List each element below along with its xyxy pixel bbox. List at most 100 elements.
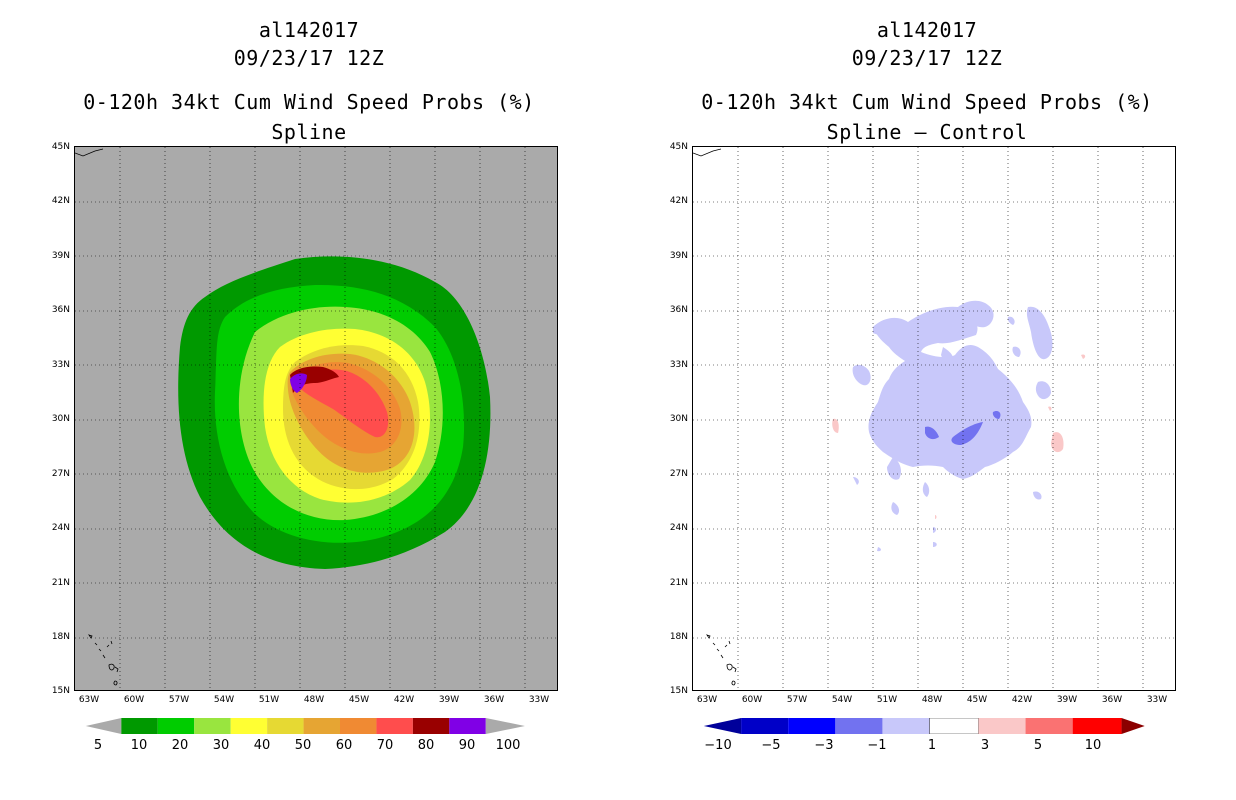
colorbar-swatch xyxy=(157,718,195,734)
probability-colorbar xyxy=(85,718,525,734)
method-title: Spline – Control xyxy=(826,120,1028,144)
colorbar-label: 30 xyxy=(212,738,230,753)
lat-label: 21N xyxy=(669,578,688,588)
coastline xyxy=(75,148,119,686)
lat-label: 15N xyxy=(51,686,70,696)
lat-label: 27N xyxy=(51,469,70,479)
colorbar-label: 10 xyxy=(1084,738,1102,753)
contour-neg-small xyxy=(852,300,1053,552)
colorbar-label: 100 xyxy=(495,738,521,753)
lon-label: 42W xyxy=(393,695,415,705)
colorbar-swatch xyxy=(882,718,930,734)
lat-label: 36N xyxy=(51,305,70,315)
colorbar-swatch xyxy=(121,718,158,734)
right-panel: al142017 09/23/17 12Z 0-120h 34kt Cum Wi… xyxy=(618,0,1236,800)
lon-label: 63W xyxy=(78,695,100,705)
lon-label: 57W xyxy=(168,695,190,705)
colorbar-label: 5 xyxy=(1033,738,1043,753)
lon-label: 60W xyxy=(123,695,145,705)
lat-label: 30N xyxy=(669,414,688,424)
lon-label: 48W xyxy=(303,695,325,705)
lon-label: 63W xyxy=(696,695,718,705)
lat-label: 45N xyxy=(669,142,688,152)
colorbar-swatch xyxy=(340,718,377,734)
difference-colorbar xyxy=(703,718,1145,734)
colorbar-swatch xyxy=(978,718,1026,734)
lon-label: 48W xyxy=(921,695,943,705)
colorbar-label: 90 xyxy=(458,738,476,753)
lon-label: 54W xyxy=(213,695,235,705)
lat-label: 39N xyxy=(669,251,688,261)
colorbar-label: 50 xyxy=(294,738,312,753)
lon-label: 33W xyxy=(1146,695,1168,705)
colorbar-label: 70 xyxy=(376,738,394,753)
lat-label: 24N xyxy=(51,523,70,533)
product-title: 0-120h 34kt Cum Wind Speed Probs (%) xyxy=(701,90,1153,114)
contour-70 xyxy=(295,369,389,438)
map-gridlines xyxy=(75,147,557,690)
lat-label: 45N xyxy=(51,142,70,152)
date-title: 09/23/17 12Z xyxy=(233,46,385,70)
colorbar-low-end xyxy=(703,718,742,734)
lat-label: 21N xyxy=(51,578,70,588)
colorbar-low-end xyxy=(85,718,122,734)
probability-map xyxy=(74,146,558,691)
lon-label: 42W xyxy=(1011,695,1033,705)
colorbar-swatch xyxy=(194,718,231,734)
lat-label: 36N xyxy=(669,305,688,315)
colorbar-label: 80 xyxy=(417,738,435,753)
colorbar-label: 20 xyxy=(171,738,189,753)
lon-label: 33W xyxy=(528,695,550,705)
contour-90 xyxy=(290,373,307,393)
colorbar-swatch xyxy=(741,718,789,734)
lon-label: 51W xyxy=(258,695,280,705)
colorbar-label: 40 xyxy=(253,738,271,753)
lat-label: 27N xyxy=(669,469,688,479)
contour-pos-small xyxy=(832,354,1086,519)
storm-id-title: al142017 xyxy=(258,18,360,42)
lat-label: 42N xyxy=(51,196,70,206)
probability-contours xyxy=(75,147,557,690)
lon-label: 36W xyxy=(483,695,505,705)
contour-80 xyxy=(290,366,339,393)
colorbar-swatch xyxy=(835,718,883,734)
colorbar-swatch xyxy=(412,718,450,734)
contour-neg-medium xyxy=(925,410,1001,445)
product-title: 0-120h 34kt Cum Wind Speed Probs (%) xyxy=(83,90,535,114)
lat-label: 18N xyxy=(51,632,70,642)
colorbar-label: −10 xyxy=(704,738,732,753)
lon-label: 60W xyxy=(741,695,763,705)
colorbar-label: 5 xyxy=(93,738,103,753)
colorbar-swatch xyxy=(449,718,486,734)
lat-label: 42N xyxy=(669,196,688,206)
lat-label: 30N xyxy=(51,414,70,424)
method-title: Spline xyxy=(271,120,347,144)
colorbar-swatch xyxy=(230,718,268,734)
lon-label: 54W xyxy=(831,695,853,705)
colorbar-label: 1 xyxy=(927,738,937,753)
map-gridlines xyxy=(693,147,1175,690)
lat-label: 18N xyxy=(669,632,688,642)
lon-label: 51W xyxy=(876,695,898,705)
lon-label: 45W xyxy=(348,695,370,705)
colorbar-swatch xyxy=(267,718,304,734)
colorbar-swatch xyxy=(1072,718,1122,734)
lon-label: 39W xyxy=(438,695,460,705)
lat-label: 24N xyxy=(669,523,688,533)
colorbar-label: 10 xyxy=(130,738,148,753)
lon-label: 45W xyxy=(966,695,988,705)
lat-label: 39N xyxy=(51,251,70,261)
colorbar-swatch xyxy=(788,718,836,734)
colorbar-label: 60 xyxy=(335,738,353,753)
left-panel: al142017 09/23/17 12Z 0-120h 34kt Cum Wi… xyxy=(51,18,558,753)
colorbar-label: −1 xyxy=(867,738,887,753)
colorbar-high-end xyxy=(485,718,525,734)
colorbar-label: 3 xyxy=(980,738,990,753)
colorbar-swatch xyxy=(376,718,413,734)
colorbar-swatch xyxy=(303,718,340,734)
colorbar-label: −5 xyxy=(761,738,781,753)
coastline xyxy=(693,148,737,686)
lon-label: 36W xyxy=(1101,695,1123,705)
difference-map xyxy=(692,146,1176,691)
date-title: 09/23/17 12Z xyxy=(851,46,1003,70)
